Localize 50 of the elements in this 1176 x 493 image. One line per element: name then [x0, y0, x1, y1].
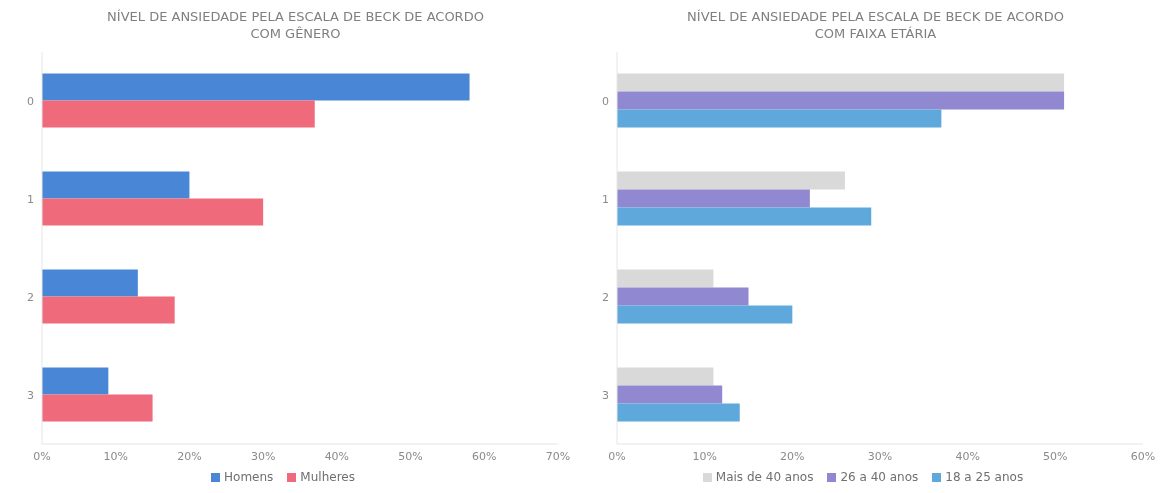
y-tick-label: 0 — [27, 94, 34, 108]
x-tick-label: 60% — [1130, 449, 1156, 463]
x-tick-label: 0% — [608, 449, 626, 463]
bar — [617, 73, 1065, 92]
bar — [617, 367, 714, 386]
legend-label: 18 a 25 anos — [944, 470, 1024, 484]
y-tick-label: 1 — [27, 192, 34, 206]
x-tick-label: 10% — [103, 449, 128, 463]
bar — [617, 109, 942, 128]
y-tick-label: 1 — [602, 192, 609, 206]
bar — [617, 207, 872, 226]
bar — [42, 269, 138, 297]
bar — [617, 385, 723, 404]
y-tick-label: 2 — [27, 290, 34, 304]
x-tick-label: 50% — [1043, 449, 1068, 463]
x-tick-label: 70% — [545, 449, 571, 463]
bar — [42, 100, 315, 128]
bar — [617, 189, 810, 208]
bar — [42, 296, 175, 324]
x-tick-label: 0% — [33, 449, 51, 463]
bar — [617, 287, 749, 306]
bar — [42, 73, 470, 101]
x-tick-label: 60% — [472, 449, 497, 463]
x-tick-label: 30% — [250, 449, 276, 463]
bar — [617, 91, 1065, 110]
bar — [42, 198, 264, 226]
bar — [42, 171, 190, 199]
x-tick-label: 40% — [955, 449, 980, 463]
bar — [617, 305, 793, 324]
legend-label: Homens — [223, 470, 274, 484]
x-tick-label: 20% — [780, 449, 805, 463]
legend-label: Mulheres — [299, 470, 355, 484]
x-tick-label: 10% — [692, 449, 717, 463]
bar — [617, 269, 714, 288]
y-tick-label: 2 — [602, 290, 609, 304]
chart-title: NÍVEL DE ANSIEDADE PELA ESCALA DE BECK DE ACORDO COM FAIXA ETÁRIA — [686, 8, 1065, 43]
y-tick-label: 3 — [602, 388, 609, 402]
x-tick-label: 30% — [867, 449, 893, 463]
legend-label: Mais de 40 anos — [714, 470, 814, 484]
y-tick-label: 3 — [27, 388, 34, 402]
bar — [42, 367, 109, 395]
bar — [42, 394, 153, 422]
bar — [617, 171, 845, 190]
x-tick-label: 20% — [177, 449, 202, 463]
x-tick-label: 40% — [324, 449, 350, 463]
x-tick-label: 50% — [398, 449, 423, 463]
legend-label: 26 a 40 anos — [839, 470, 919, 484]
y-tick-label: 0 — [602, 94, 609, 108]
bar — [617, 403, 740, 422]
chart-title: NÍVEL DE ANSIEDADE PELA ESCALA DE BECK DE ACORDO COM GÊNERO — [106, 8, 485, 43]
